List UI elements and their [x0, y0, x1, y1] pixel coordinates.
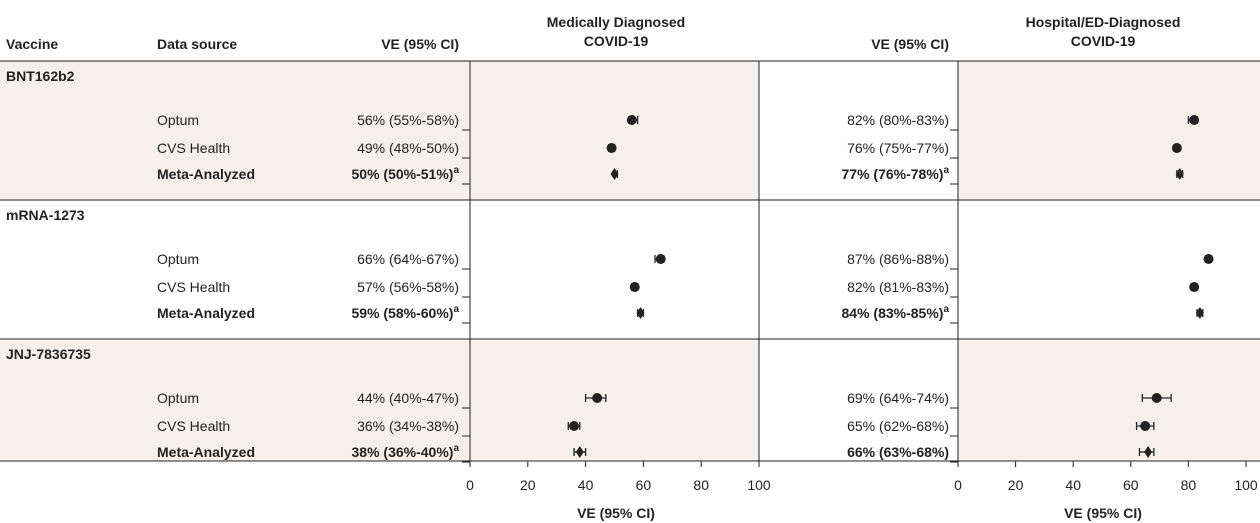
vaccine-label: JNJ-7836735 — [6, 346, 91, 362]
point-estimate — [629, 282, 640, 292]
ve-value-hospital-diagnosed: 77% (76%-78%)a — [842, 165, 950, 182]
x-tick-label-hospital-diagnosed: 80 — [1181, 477, 1197, 493]
vaccine-label: mRNA-1273 — [6, 207, 85, 223]
ve-value-medically-diagnosed: 50% (50%-51%)a — [352, 165, 460, 182]
panel-backgrounds — [0, 61, 1260, 461]
ve-value-medically-diagnosed: 38% (36%-40%)a — [352, 443, 460, 460]
ve-value-medically-diagnosed: 36% (34%-38%) — [357, 418, 459, 434]
panel-title-medically-diagnosed-line2: COVID-19 — [584, 33, 649, 49]
ve-value-hospital-diagnosed: 66% (63%-68%) — [847, 444, 949, 460]
x-tick-label-medically-diagnosed: 80 — [693, 477, 709, 493]
data-source-label: Optum — [157, 112, 199, 128]
x-tick-label-medically-diagnosed: 60 — [636, 477, 652, 493]
data-source-label: CVS Health — [157, 140, 230, 156]
ve-value-medically-diagnosed: 57% (56%-58%) — [357, 279, 459, 295]
point-estimate — [1151, 393, 1162, 403]
pooled-estimate-diamond — [1195, 307, 1204, 319]
ve-value-hospital-diagnosed: 87% (86%-88%) — [847, 251, 949, 267]
panel-title-medically-diagnosed-line1: Medically Diagnosed — [547, 14, 685, 30]
x-tick-label-hospital-diagnosed: 0 — [954, 477, 962, 493]
point-estimate — [1171, 143, 1182, 153]
vaccine-label: BNT162b2 — [6, 68, 75, 84]
x-tick-label-medically-diagnosed: 20 — [520, 477, 536, 493]
point-estimate — [1203, 254, 1214, 264]
ve-value-medically-diagnosed: 49% (48%-50%) — [357, 140, 459, 156]
ve-value-medically-diagnosed: 56% (55%-58%) — [357, 112, 459, 128]
point-estimate — [655, 254, 666, 264]
pooled-estimate-diamond — [575, 446, 584, 458]
data-source-label: Meta-Analyzed — [157, 305, 255, 321]
pooled-estimate-diamond — [1175, 168, 1184, 180]
x-tick-label-hospital-diagnosed: 20 — [1008, 477, 1024, 493]
pooled-estimate-diamond — [636, 307, 645, 319]
data-source-label: CVS Health — [157, 418, 230, 434]
x-tick-label-hospital-diagnosed: 60 — [1123, 477, 1139, 493]
header-ve-hospital-diagnosed: VE (95% CI) — [871, 36, 949, 52]
group-band-hospital-diagnosed — [958, 61, 1260, 200]
x-tick-label-medically-diagnosed: 40 — [578, 477, 594, 493]
group-band-medically-diagnosed — [470, 339, 759, 461]
panel-title-hospital-diagnosed-line2: COVID-19 — [1071, 33, 1136, 49]
group-band-left — [0, 61, 470, 200]
point-estimate — [1189, 115, 1200, 125]
x-axes: 0 20 40 60 80 100 0 20 40 60 80 100 — [466, 461, 1258, 493]
ve-value-hospital-diagnosed: 82% (81%-83%) — [847, 279, 949, 295]
point-estimate — [592, 393, 603, 403]
ve-value-hospital-diagnosed: 69% (64%-74%) — [847, 390, 949, 406]
pooled-estimate-diamond — [610, 168, 619, 180]
data-source-label: Optum — [157, 390, 199, 406]
table-rows: BNT162b2 Optum 56% (55%-58%) 82% (80%-83%) C… — [6, 68, 949, 460]
point-estimate — [1140, 421, 1151, 431]
group-band-hospital-diagnosed — [958, 339, 1260, 461]
forest-marks — [567, 115, 1214, 458]
rule-lines — [0, 60, 1260, 463]
ve-value-hospital-diagnosed: 65% (62%-68%) — [847, 418, 949, 434]
ve-value-hospital-diagnosed: 76% (75%-77%) — [847, 140, 949, 156]
x-axis-label-hospital-diagnosed: VE (95% CI) — [1064, 505, 1142, 521]
header-vaccine: Vaccine — [6, 36, 58, 52]
header-data-source: Data source — [157, 36, 237, 52]
ve-value-medically-diagnosed: 59% (58%-60%)a — [352, 304, 460, 321]
group-band-left — [0, 339, 470, 461]
data-source-label: Meta-Analyzed — [157, 444, 255, 460]
x-tick-label-hospital-diagnosed: 40 — [1065, 477, 1081, 493]
x-tick-label-medically-diagnosed: 0 — [466, 477, 474, 493]
point-estimate — [1189, 282, 1200, 292]
header-ve-medically-diagnosed: VE (95% CI) — [381, 36, 459, 52]
ve-value-medically-diagnosed: 44% (40%-47%) — [357, 390, 459, 406]
ve-value-hospital-diagnosed: 82% (80%-83%) — [847, 112, 949, 128]
point-estimate — [626, 115, 637, 125]
x-tick-label-hospital-diagnosed: 100 — [1234, 477, 1258, 493]
point-estimate — [569, 421, 580, 431]
ve-value-hospital-diagnosed: 84% (83%-85%)a — [842, 304, 950, 321]
pooled-estimate-diamond — [1144, 446, 1153, 458]
data-source-label: Meta-Analyzed — [157, 166, 255, 182]
panel-title-hospital-diagnosed-line1: Hospital/ED-Diagnosed — [1026, 14, 1181, 30]
data-source-label: Optum — [157, 251, 199, 267]
data-source-label: CVS Health — [157, 279, 230, 295]
x-tick-label-medically-diagnosed: 100 — [747, 477, 771, 493]
x-axis-label-medically-diagnosed: VE (95% CI) — [577, 505, 655, 521]
point-estimate — [606, 143, 617, 153]
ve-value-medically-diagnosed: 66% (64%-67%) — [357, 251, 459, 267]
